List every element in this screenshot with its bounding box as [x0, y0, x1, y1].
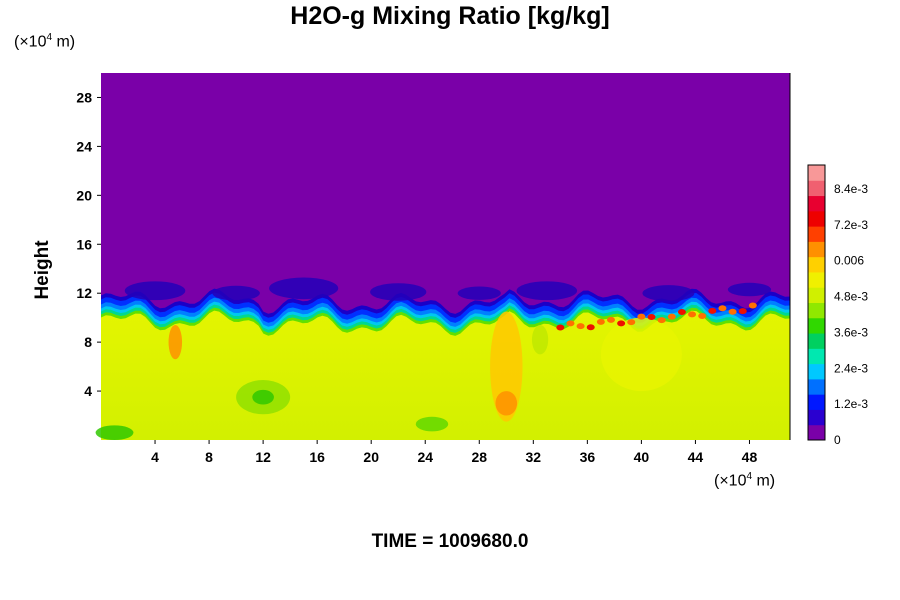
y-tick-label: 4 [84, 383, 92, 399]
colorbar-tick-label: 8.4e-3 [834, 182, 868, 196]
moist-cell [556, 324, 565, 331]
moist-cell [606, 316, 615, 323]
colorbar-tick-label: 0.006 [834, 254, 864, 268]
time-label: TIME = 1009680.0 [371, 531, 529, 552]
x-tick-label: 24 [417, 449, 433, 465]
x-tick-label: 40 [634, 449, 650, 465]
colorbar-tick-label: 2.4e-3 [834, 361, 868, 375]
layer-top-lobe [212, 285, 260, 301]
colorbar-segment [808, 333, 825, 349]
x-tick-label: 36 [580, 449, 596, 465]
moisture-feature [168, 325, 183, 360]
x-unit-label: (×104 m) [714, 471, 776, 490]
layer-top-lobe [516, 281, 578, 301]
y-tick-label: 28 [76, 89, 92, 105]
colorbar-segment [808, 195, 825, 212]
layer-top-lobe [124, 281, 186, 301]
y-tick-label: 16 [76, 236, 92, 252]
colorbar-tick-label: 1.2e-3 [834, 397, 868, 411]
moist-cell [586, 324, 595, 331]
moist-cell [566, 320, 575, 327]
moist-cell [617, 320, 626, 327]
chart-title: H2O-g Mixing Ratio [kg/kg] [290, 2, 610, 30]
colorbar-tick-label: 4.8e-3 [834, 290, 868, 304]
layer-top-lobe [269, 277, 339, 300]
colorbar-segment [808, 165, 825, 181]
colorbar-tick-label: 7.2e-3 [834, 218, 868, 232]
layer-top-lobe [457, 286, 501, 300]
moist-cell [728, 308, 737, 315]
x-tick-label: 16 [309, 449, 325, 465]
colorbar-tick-label: 3.6e-3 [834, 325, 868, 339]
x-tick-label: 12 [255, 449, 271, 465]
x-axis-ticks: 4 8 12 16 20 24 28 32 36 40 44 48 [151, 440, 757, 465]
heatmap-field [95, 73, 791, 440]
y-tick-label: 8 [84, 334, 92, 350]
moisture-feature [252, 389, 274, 405]
colorbar-segment [808, 394, 825, 410]
moist-cell [748, 302, 757, 309]
layer-top-lobe [370, 283, 427, 301]
colorbar-segment [808, 317, 825, 334]
moist-cell [637, 313, 646, 320]
moisture-feature [415, 416, 449, 432]
x-tick-label: 8 [205, 449, 213, 465]
x-tick-label: 4 [151, 449, 159, 465]
layer-top-lobe [727, 282, 772, 297]
moist-cell [698, 313, 707, 320]
moisture-feature [495, 391, 518, 416]
moist-cell [738, 308, 747, 315]
moist-cell [647, 313, 656, 320]
y-axis-ticks: 4 8 12 16 20 24 28 [76, 89, 101, 399]
y-tick-label: 12 [76, 285, 92, 301]
colorbar-segment [808, 271, 825, 288]
colorbar-segment [808, 256, 825, 273]
colorbar-segment [808, 241, 825, 258]
moisture-feature [600, 317, 682, 392]
colorbar-segment [808, 226, 825, 242]
moisture-feature [490, 311, 523, 422]
colorbar-segment [808, 363, 825, 380]
colorbar-segment [808, 348, 825, 365]
colorbar-segment [808, 409, 825, 426]
x-tick-label: 48 [742, 449, 758, 465]
x-tick-label: 32 [526, 449, 542, 465]
moist-cell [627, 319, 636, 326]
moisture-feature [531, 325, 549, 355]
moist-cell [718, 305, 727, 312]
x-tick-label: 44 [688, 449, 704, 465]
y-unit-label: (×104 m) [14, 32, 76, 51]
x-tick-label: 28 [471, 449, 487, 465]
colorbar-tick-label: 0 [834, 433, 841, 447]
moist-cell [657, 317, 666, 324]
moist-cell [688, 311, 697, 318]
x-tick-label: 20 [363, 449, 379, 465]
y-tick-label: 24 [76, 138, 92, 154]
colorbar-segment [808, 378, 825, 395]
moisture-feature [95, 425, 134, 440]
layer-top-lobe [642, 285, 695, 302]
colorbar-segment [808, 180, 825, 197]
moist-cell [677, 309, 686, 316]
colorbar: 0 1.2e-3 2.4e-3 3.6e-3 4.8e-3 0.006 7.2e-3 8.4e… [807, 164, 868, 447]
moist-cell [667, 313, 676, 320]
colorbar-segment [808, 424, 825, 441]
y-tick-label: 20 [76, 187, 92, 203]
colorbar-segment [808, 302, 825, 319]
moist-cell [596, 318, 605, 325]
colorbar-frame [807, 164, 826, 441]
colorbar-segment [808, 210, 825, 227]
moist-cell [576, 323, 585, 330]
moist-cell [708, 307, 717, 314]
colorbar-segment [808, 287, 825, 303]
